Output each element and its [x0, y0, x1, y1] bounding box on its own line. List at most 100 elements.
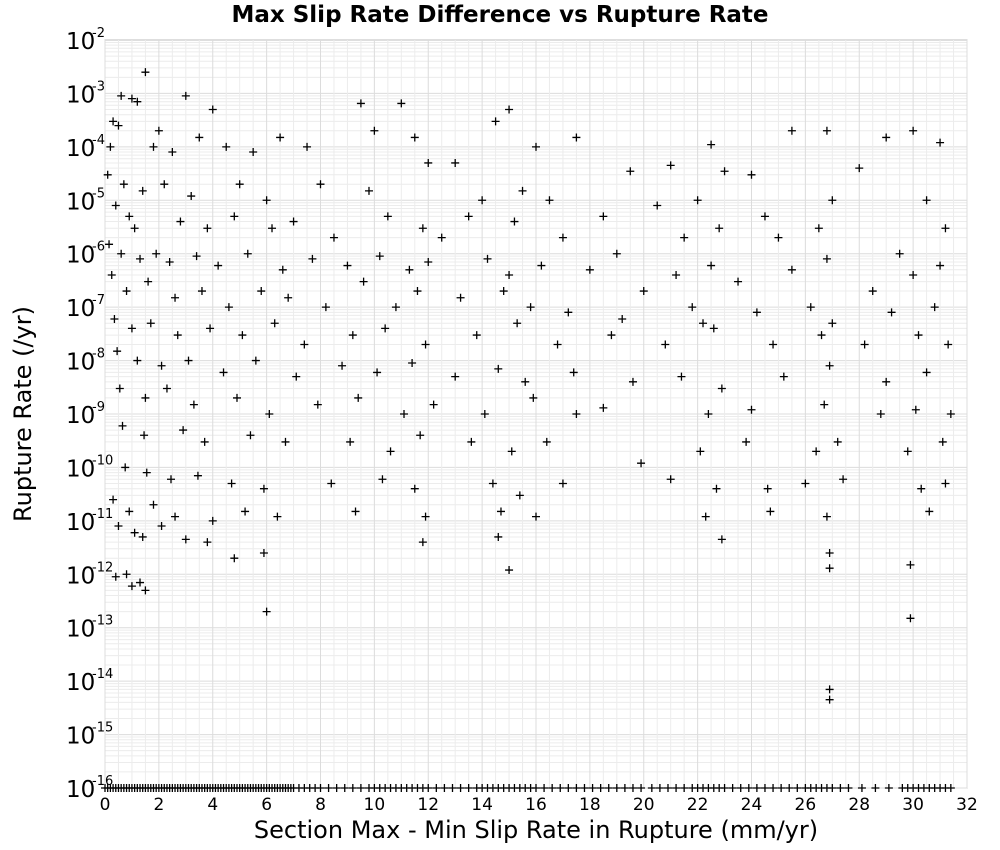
data-point	[136, 254, 145, 263]
data-point	[136, 578, 145, 587]
data-point	[370, 126, 379, 135]
data-point	[909, 126, 918, 135]
data-point	[114, 522, 123, 531]
data-point	[262, 196, 271, 205]
data-point	[110, 314, 119, 323]
y-tick-base: 10	[66, 724, 95, 750]
grid-lines	[104, 40, 968, 789]
floor-point	[564, 784, 573, 792]
data-point	[157, 522, 166, 531]
data-point	[421, 512, 430, 521]
data-point	[720, 167, 729, 176]
data-point	[747, 405, 756, 414]
data-point	[418, 538, 427, 547]
floor-point	[596, 784, 605, 792]
data-point	[383, 212, 392, 221]
data-point	[386, 447, 395, 456]
data-point	[238, 331, 247, 340]
data-point	[626, 167, 635, 176]
data-point	[828, 319, 837, 328]
data-point	[752, 308, 761, 317]
data-point	[717, 384, 726, 393]
data-point	[130, 528, 139, 537]
data-point	[639, 287, 648, 296]
y-tick-base: 10	[66, 510, 95, 536]
data-point	[251, 356, 260, 365]
x-tick-labels: 0 2 4 6 8 10 12 14 16 18 20 22 24 26 28 30 32	[100, 795, 978, 815]
data-point	[717, 535, 726, 544]
data-point	[526, 303, 535, 312]
data-point	[232, 393, 241, 402]
floor-point	[440, 784, 449, 792]
data-point	[173, 331, 182, 340]
data-point	[189, 400, 198, 409]
data-point	[693, 196, 702, 205]
floor-point	[736, 784, 745, 792]
data-point	[734, 277, 743, 286]
data-point	[107, 270, 116, 279]
data-point	[141, 393, 150, 402]
y-tick-label: 10-8	[66, 347, 105, 376]
y-tick-exponent: -14	[92, 667, 113, 682]
data-point	[515, 491, 524, 500]
data-point	[521, 377, 530, 386]
data-point	[281, 437, 290, 446]
data-point	[416, 431, 425, 440]
data-point	[227, 479, 236, 488]
data-point	[532, 512, 540, 521]
floor-point	[448, 784, 457, 792]
data-point	[284, 293, 293, 302]
data-point	[400, 410, 409, 418]
y-tick-label: 10-6	[66, 240, 105, 269]
data-point	[257, 287, 266, 296]
data-point	[930, 303, 939, 312]
data-point	[171, 512, 180, 521]
data-point	[817, 331, 826, 340]
data-point	[906, 614, 915, 623]
data-point	[338, 361, 347, 370]
y-tick-base: 10	[66, 136, 95, 162]
data-point	[327, 479, 336, 488]
data-point	[825, 361, 834, 370]
y-tick-exponent: -9	[92, 400, 105, 415]
x-tick-label: 10	[364, 795, 386, 815]
data-point	[235, 180, 244, 189]
data-point	[542, 437, 551, 446]
data-point	[707, 140, 716, 149]
y-tick-label: 10-16	[66, 774, 113, 803]
data-point	[203, 538, 212, 547]
y-tick-label: 10-11	[66, 507, 113, 536]
floor-point	[752, 784, 761, 792]
data-point	[909, 270, 918, 279]
floor-point	[324, 784, 333, 792]
floor-point	[548, 784, 557, 792]
data-point	[125, 507, 134, 516]
data-point	[268, 224, 277, 233]
x-tick-label: 4	[207, 795, 218, 815]
y-tick-exponent: -7	[92, 293, 105, 308]
y-tick-exponent: -2	[92, 26, 105, 41]
data-point	[410, 133, 419, 142]
chart-title: Max Slip Rate Difference vs Rupture Rate	[231, 2, 769, 28]
floor-point	[760, 784, 769, 792]
data-point	[230, 554, 239, 563]
y-tick-exponent: -15	[92, 721, 113, 736]
y-tick-exponent: -12	[92, 560, 113, 575]
data-point	[464, 212, 473, 221]
data-point	[176, 217, 185, 226]
data-point	[329, 233, 338, 242]
data-point	[121, 463, 130, 472]
data-point	[149, 500, 158, 509]
data-point	[712, 484, 721, 493]
data-point	[111, 572, 120, 581]
data-point	[887, 308, 896, 317]
data-point	[351, 507, 360, 516]
data-point	[224, 303, 233, 312]
floor-point	[828, 784, 837, 792]
y-tick-exponent: -10	[92, 453, 113, 468]
data-point	[316, 180, 325, 189]
data-point	[111, 201, 120, 210]
x-tick-label: 26	[795, 795, 817, 815]
data-point	[510, 217, 519, 226]
data-point	[300, 340, 309, 349]
